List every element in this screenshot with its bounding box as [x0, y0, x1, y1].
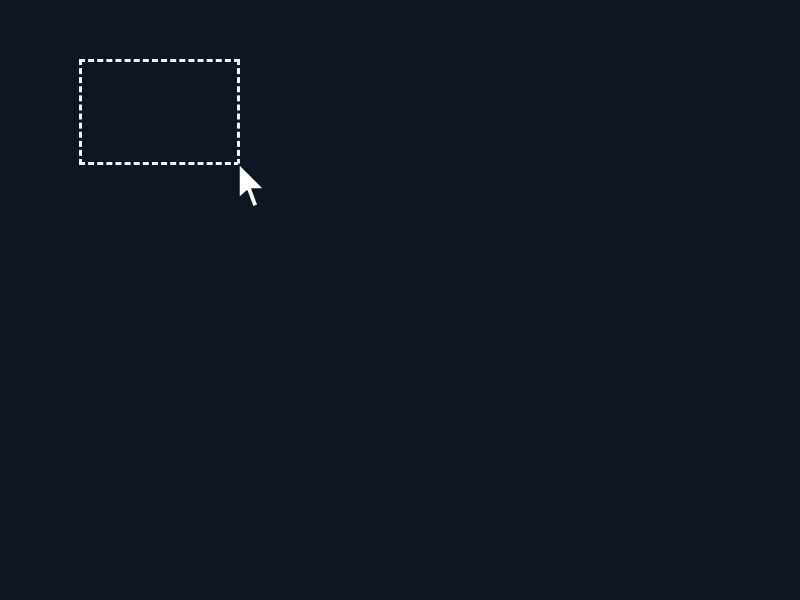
mouse-pointer-icon [238, 163, 265, 208]
selection-marquee [79, 59, 240, 165]
